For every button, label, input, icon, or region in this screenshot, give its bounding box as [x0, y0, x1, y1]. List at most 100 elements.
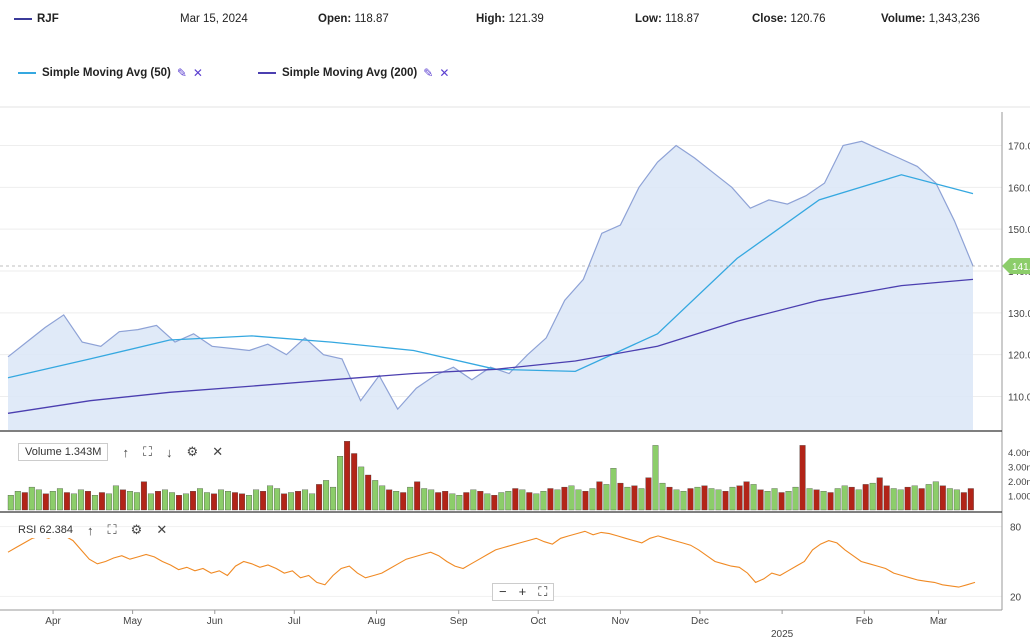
- volume-bar: [505, 491, 512, 511]
- volume-bar: [813, 489, 820, 511]
- volume-bar: [624, 486, 631, 511]
- volume-bar: [239, 493, 245, 511]
- volume-bar: [946, 488, 953, 511]
- symbol[interactable]: RJF: [14, 13, 59, 25]
- volume-bar: [316, 484, 323, 511]
- volume-bar: [21, 492, 28, 511]
- volume-bar: [400, 492, 407, 511]
- price-tick-label: 140.0: [1008, 267, 1030, 278]
- gear-icon[interactable]: ⚙: [130, 522, 143, 537]
- volume-bar: [63, 492, 70, 511]
- month-label: Sep: [450, 616, 468, 627]
- volume-bar: [421, 488, 428, 511]
- month-label: May: [123, 616, 142, 627]
- volume-bar: [750, 484, 757, 511]
- volume-bar: [582, 491, 589, 511]
- close-icon[interactable]: ✕: [192, 66, 203, 80]
- pencil-icon[interactable]: ✎: [176, 66, 187, 80]
- gear-icon[interactable]: ⚙: [186, 444, 199, 459]
- volume-bar: [736, 485, 743, 511]
- volume-bar: [169, 492, 175, 511]
- price-tick-label: 150.0: [1008, 225, 1030, 236]
- zoom-in-button[interactable]: +: [518, 584, 527, 599]
- volume-bar: [540, 491, 547, 511]
- expand-icon[interactable]: ⛶: [107, 522, 117, 537]
- volume-bar: [764, 491, 771, 511]
- volume-bar: [498, 492, 505, 511]
- volume-bar: [477, 491, 484, 511]
- volume-bar: [70, 493, 77, 511]
- volume-bar: [126, 491, 133, 511]
- volume-tick-label: 2.00m: [1008, 477, 1030, 488]
- close-value: Close: 120.76: [752, 13, 826, 25]
- volume-bar: [645, 477, 652, 511]
- month-label: Nov: [612, 616, 630, 627]
- volume-bar: [638, 488, 645, 511]
- close-icon[interactable]: ✕: [212, 444, 224, 459]
- expand-icon[interactable]: ⛶: [142, 444, 153, 459]
- volume-bar: [519, 489, 526, 511]
- volume-bar: [680, 491, 687, 511]
- volume-bar: [932, 481, 939, 511]
- price-area: [8, 141, 973, 431]
- volume-bar: [603, 484, 610, 511]
- price-tick-label: 130.0: [1008, 309, 1030, 320]
- volume-bar: [960, 492, 967, 511]
- volume-bar: [568, 485, 575, 511]
- volume-value: Volume: 1,343,236: [881, 13, 980, 25]
- volume-bar: [337, 456, 344, 511]
- volume-bar: [42, 493, 49, 511]
- arrow-up-icon[interactable]: ↑: [122, 444, 129, 460]
- volume-bar: [666, 486, 673, 511]
- volume-bar: [351, 453, 358, 511]
- volume-bar: [785, 491, 792, 511]
- volume-bar: [49, 491, 56, 511]
- fit-icon[interactable]: ⛶: [538, 584, 548, 599]
- zoom-controls: − + ⛶: [492, 583, 555, 601]
- volume-bar: [862, 484, 869, 511]
- rsi-panel-header: RSI 62.384 ↑ ⛶ ⚙ ✕: [18, 522, 167, 538]
- volume-bar: [512, 488, 519, 511]
- volume-bar: [876, 477, 883, 511]
- volume-bar: [463, 492, 470, 511]
- volume-bar: [246, 495, 252, 511]
- sma50-line: [7, 174, 974, 379]
- pencil-icon[interactable]: ✎: [423, 66, 434, 80]
- arrow-up-icon[interactable]: ↑: [87, 522, 94, 538]
- volume-bar: [757, 489, 764, 511]
- volume-bar: [673, 489, 680, 511]
- month-label: Dec: [691, 616, 709, 627]
- quote-date: Mar 15, 2024: [180, 13, 248, 25]
- volume-bar: [393, 491, 400, 511]
- volume-bar: [323, 480, 330, 511]
- volume-bar: [792, 486, 799, 511]
- indicator-legend: Simple Moving Avg (50) ✎ ✕ Simple Moving…: [0, 60, 1030, 86]
- volume-bar: [442, 491, 449, 511]
- close-icon[interactable]: ✕: [439, 66, 450, 80]
- volume-bar: [77, 489, 84, 511]
- volume-bar: [708, 488, 715, 511]
- close-icon[interactable]: ✕: [156, 522, 168, 537]
- volume-bar: [722, 491, 729, 511]
- volume-bar: [232, 492, 238, 511]
- volume-bar: [386, 489, 393, 511]
- volume-bar: [806, 488, 813, 511]
- low-value: Low: 118.87: [635, 13, 700, 25]
- volume-bar: [911, 485, 918, 511]
- volume-bar: [596, 481, 603, 511]
- price-tick-label: 120.0: [1008, 351, 1030, 362]
- volume-bar: [918, 488, 925, 511]
- month-label: Aug: [368, 616, 386, 627]
- zoom-out-button[interactable]: −: [499, 584, 507, 599]
- rsi-line: [7, 530, 976, 588]
- volume-bar: [372, 480, 379, 511]
- legend-sma50[interactable]: Simple Moving Avg (50) ✎ ✕: [18, 66, 203, 80]
- sma200-swatch: [258, 72, 276, 74]
- volume-bar: [827, 492, 834, 511]
- volume-bar: [162, 489, 168, 511]
- last-price-tag: [1002, 257, 1030, 274]
- high-value: High: 121.39: [476, 13, 544, 25]
- legend-sma200[interactable]: Simple Moving Avg (200) ✎ ✕: [258, 66, 449, 80]
- volume-bar: [260, 491, 267, 511]
- arrow-down-icon[interactable]: ↓: [166, 444, 173, 460]
